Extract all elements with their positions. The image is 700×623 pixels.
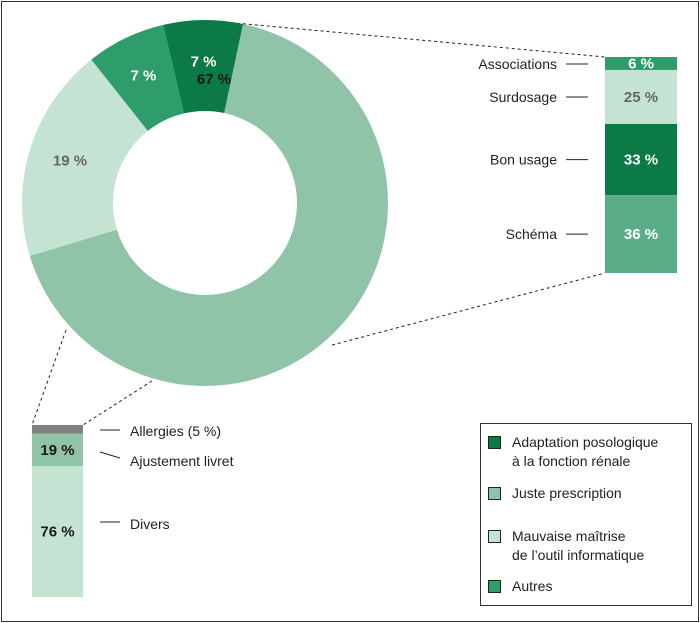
- legend-label: Autres: [512, 578, 553, 594]
- connector-line: [31, 329, 67, 426]
- donut-slice: [21, 59, 148, 256]
- bar-segment-label: Allergies (5 %): [130, 423, 221, 439]
- bar-segment: [605, 69, 677, 124]
- bar-segment-label: Surdosage: [489, 89, 557, 105]
- connector-lines: [31, 20, 606, 426]
- legend-label: Mauvaise maîtrise de l’outil informatiqu…: [512, 528, 645, 563]
- legend-label: Adaptation posologique à la fonction rén…: [512, 434, 659, 469]
- legend: Adaptation posologique à la fonction rén…: [480, 423, 692, 606]
- legend-label: Juste prescription: [512, 485, 622, 501]
- bar-segment: [605, 123, 677, 196]
- donut-slice: [163, 20, 244, 114]
- bar-segment-value: 25 %: [624, 89, 658, 106]
- bar-segment-value: 76 %: [40, 524, 74, 541]
- donut-slice-label: 19 %: [53, 153, 87, 170]
- right-breakdown-bar: 6 % 25 % 33 % 36 % Associations Surdosage Bon …: [478, 55, 677, 273]
- bar-segment: [605, 57, 677, 70]
- bar-segment-value: 33 %: [624, 152, 658, 169]
- connector-line: [331, 272, 606, 346]
- legend-swatch: [488, 580, 501, 593]
- bar-segment-label: Divers: [130, 516, 170, 532]
- bar-segment: [32, 433, 83, 467]
- bar-segment-value: 36 %: [624, 226, 658, 243]
- bar-segment-label: Schéma: [506, 226, 558, 242]
- donut-slice-label: 7 %: [130, 68, 156, 85]
- donut-slice-label: 7 %: [191, 54, 217, 71]
- label-leader: [99, 451, 121, 459]
- left-breakdown-bar: 19 % 76 % Allergies (5 %) Ajustement livret…: [32, 423, 234, 597]
- bar-segment-label: Bon usage: [490, 152, 557, 168]
- legend-swatch: [488, 487, 501, 500]
- donut-slice: [91, 24, 184, 131]
- bar-segment-value: 6 %: [628, 55, 654, 72]
- bar-segment: [605, 195, 677, 273]
- connector-line: [82, 380, 153, 426]
- donut-slice-label: 67 %: [197, 71, 231, 88]
- legend-swatch: [488, 530, 501, 543]
- legend-swatch: [488, 436, 501, 449]
- bar-segment-value: 19 %: [40, 442, 74, 459]
- bar-segment: [32, 466, 83, 597]
- bar-segment: [32, 425, 83, 434]
- donut-slice: [29, 23, 388, 386]
- bar-segment-label: Associations: [478, 56, 557, 72]
- donut-chart: 67 % 19 % 7 % 7 %: [21, 20, 388, 386]
- bar-segment-label: Ajustement livret: [130, 453, 234, 469]
